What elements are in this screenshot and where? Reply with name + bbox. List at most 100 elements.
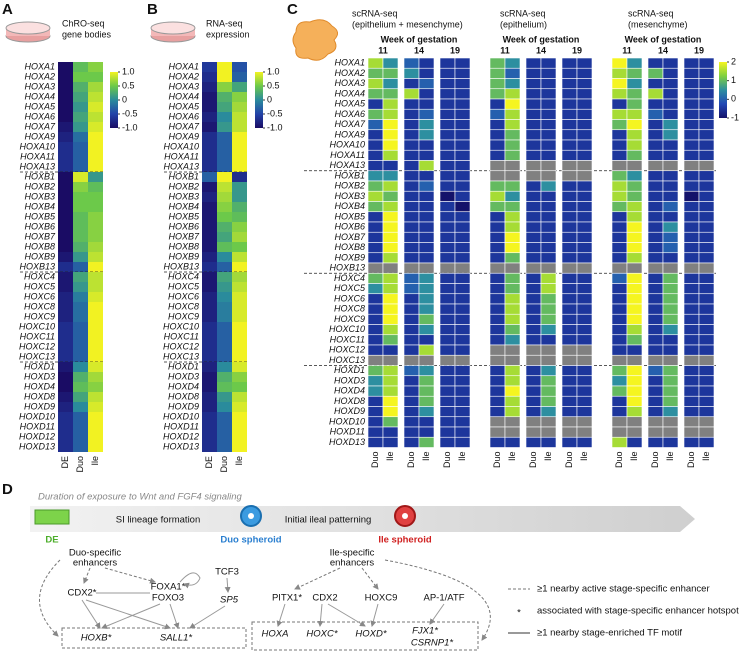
heatmap-cell: [418, 78, 435, 90]
heatmap-cell: [202, 342, 217, 352]
heatmap-cell: [232, 252, 247, 262]
heatmap-cell: [403, 160, 420, 172]
heatmap-cell: [576, 385, 593, 397]
heatmap-cell: [504, 221, 521, 233]
heatmap-cell: [88, 372, 103, 382]
row-label: HOXB2: [334, 181, 365, 191]
heatmap-cell: [88, 352, 103, 362]
heatmap-cell: [683, 201, 700, 213]
heatmap-cell: [489, 201, 506, 213]
heatmap-cell: [367, 221, 384, 233]
heatmap-cell: [367, 252, 384, 264]
heatmap-cell: [626, 324, 643, 336]
heatmap-cell: [626, 57, 643, 69]
heatmap-cell: [88, 212, 103, 222]
heatmap-cell: [58, 392, 73, 402]
heatmap-cell: [73, 92, 88, 102]
heatmap-cell: [647, 303, 664, 315]
heatmap-cell: [576, 129, 593, 141]
heatmap-cell: [561, 436, 578, 448]
column-label: Duo: [406, 452, 416, 469]
heatmap-cell: [489, 385, 506, 397]
heatmap-cell: [202, 312, 217, 322]
heatmap-cell: [576, 78, 593, 90]
row-label: HOXC8: [334, 304, 365, 314]
heatmap-cell: [418, 406, 435, 418]
heatmap-cell: [88, 62, 103, 72]
heatmap-cell: [403, 201, 420, 213]
heatmap-cell: [418, 119, 435, 131]
heatmap-cell: [367, 57, 384, 69]
colorbar: [719, 62, 727, 118]
heatmap-cell: [489, 303, 506, 315]
heatmap-cell: [58, 182, 73, 192]
row-label: HOXC4: [334, 273, 365, 283]
heatmap-cell: [73, 162, 88, 172]
heatmap-cell: [88, 82, 103, 92]
factor: FOXO3: [152, 593, 184, 604]
factor: SP5: [220, 595, 239, 606]
heatmap-cell: [611, 231, 628, 243]
row-label: HOXC6: [24, 291, 55, 301]
na-cell: [504, 170, 521, 182]
heatmap-cell: [202, 412, 217, 422]
heatmap-cell: [611, 324, 628, 336]
heatmap-cell: [454, 119, 471, 131]
heatmap-cell: [232, 92, 247, 102]
heatmap-cell: [540, 57, 557, 69]
heatmap-cell: [489, 231, 506, 243]
heatmap-cell: [439, 108, 456, 120]
heatmap-cell: [454, 303, 471, 315]
heatmap-cell: [489, 129, 506, 141]
heatmap-cell: [489, 108, 506, 120]
heatmap-cell: [382, 313, 399, 325]
row-label: HOXC11: [330, 334, 365, 344]
target-gene: FJX1*: [412, 626, 438, 637]
heatmap-cell: [382, 180, 399, 192]
heatmap-cell: [217, 62, 232, 72]
column-label: Ile: [543, 452, 553, 462]
heatmap-cell: [611, 344, 628, 356]
heatmap-cell: [576, 108, 593, 120]
heatmap-cell: [202, 122, 217, 132]
heatmap-cell: [58, 252, 73, 262]
heatmap-cell: [647, 375, 664, 387]
heatmap-cell: [698, 344, 715, 356]
heatmap-cell: [418, 324, 435, 336]
row-label: HOXB6: [168, 221, 199, 231]
heatmap-cell: [662, 324, 679, 336]
heatmap-cell: [454, 426, 471, 438]
stage-label: Ile spheroid: [378, 535, 432, 546]
heatmap-cell: [403, 416, 420, 428]
heatmap-cell: [88, 242, 103, 252]
row-label: HOXA10: [19, 141, 55, 151]
heatmap-cell: [489, 67, 506, 79]
heatmap-cell: [367, 303, 384, 315]
heatmap-cell: [626, 139, 643, 151]
heatmap-cell: [232, 162, 247, 172]
colorbar-tick-label: 1.0: [267, 66, 280, 76]
heatmap-cell: [367, 272, 384, 284]
na-cell: [698, 426, 715, 438]
heatmap-cell: [382, 283, 399, 295]
heatmap-cell: [88, 322, 103, 332]
heatmap-cell: [217, 152, 232, 162]
heatmap-cell: [439, 129, 456, 141]
heatmap-cell: [88, 192, 103, 202]
heatmap-cell: [647, 231, 664, 243]
heatmap-cell: [382, 252, 399, 264]
row-label: HOXA1: [334, 58, 365, 68]
dish-icon: [5, 21, 51, 43]
heatmap-cell: [576, 211, 593, 223]
heatmap-cell: [576, 303, 593, 315]
heatmap-cell: [525, 57, 542, 69]
heatmap-cell: [504, 334, 521, 346]
heatmap-cell: [439, 221, 456, 233]
row-label: HOXD1: [24, 361, 55, 371]
na-cell: [540, 170, 557, 182]
heatmap-cell: [698, 78, 715, 90]
na-cell: [525, 160, 542, 172]
heatmap-cell: [662, 211, 679, 223]
